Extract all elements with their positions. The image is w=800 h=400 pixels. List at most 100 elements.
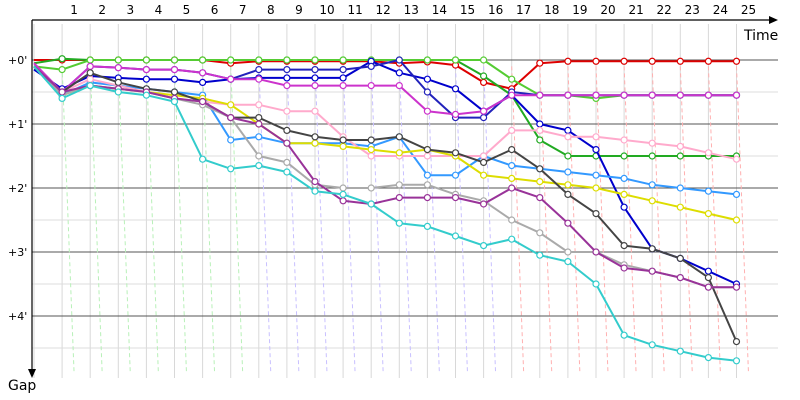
data-point bbox=[311, 107, 319, 115]
data-point bbox=[199, 97, 207, 106]
x-tick-label: 2 bbox=[98, 3, 106, 17]
data-point bbox=[255, 113, 263, 122]
data-point bbox=[480, 113, 488, 122]
data-point bbox=[311, 81, 319, 90]
series-line bbox=[33, 65, 737, 362]
guide-line bbox=[61, 66, 75, 374]
data-point bbox=[648, 267, 656, 275]
data-point bbox=[732, 338, 741, 346]
data-point bbox=[311, 133, 319, 141]
data-point bbox=[339, 81, 347, 90]
data-point bbox=[423, 107, 431, 115]
data-point bbox=[395, 149, 403, 157]
data-point bbox=[732, 155, 741, 163]
data-point bbox=[283, 65, 291, 74]
data-point bbox=[255, 152, 263, 160]
data-point bbox=[536, 194, 544, 202]
data-point bbox=[423, 146, 431, 154]
data-point bbox=[676, 254, 684, 262]
data-point bbox=[142, 75, 150, 83]
data-point bbox=[283, 81, 291, 90]
data-point bbox=[423, 222, 431, 230]
data-point bbox=[367, 152, 375, 160]
series-5 bbox=[33, 62, 741, 119]
data-point bbox=[114, 64, 122, 72]
data-point bbox=[564, 133, 572, 141]
guide-line bbox=[398, 66, 412, 374]
data-point bbox=[676, 57, 684, 65]
guide-line bbox=[511, 66, 525, 374]
data-point bbox=[283, 139, 291, 147]
data-point bbox=[480, 152, 488, 160]
data-point bbox=[648, 139, 656, 147]
data-point bbox=[423, 181, 431, 189]
data-point bbox=[367, 136, 375, 144]
series-line bbox=[33, 65, 738, 343]
data-point bbox=[508, 126, 516, 134]
data-point bbox=[704, 210, 713, 218]
data-point bbox=[255, 162, 263, 170]
data-point bbox=[423, 75, 431, 83]
x-tick-label: 3 bbox=[126, 3, 134, 17]
data-point bbox=[339, 184, 347, 192]
guide-line bbox=[651, 66, 665, 374]
data-point bbox=[395, 181, 403, 189]
data-point bbox=[395, 69, 403, 77]
data-point bbox=[480, 158, 488, 166]
data-point bbox=[227, 101, 235, 109]
guide-line bbox=[539, 66, 553, 374]
data-point bbox=[732, 190, 741, 198]
guide-line bbox=[342, 66, 356, 374]
data-point bbox=[283, 56, 291, 64]
data-point bbox=[620, 152, 628, 160]
data-point bbox=[170, 88, 179, 96]
data-point bbox=[255, 133, 263, 141]
data-point bbox=[620, 91, 628, 99]
data-point bbox=[536, 120, 544, 128]
data-point bbox=[648, 57, 656, 65]
data-point bbox=[170, 56, 179, 64]
data-point bbox=[536, 178, 544, 186]
data-point bbox=[480, 78, 488, 87]
data-point bbox=[423, 88, 431, 96]
data-point bbox=[536, 165, 544, 173]
guide-line bbox=[623, 66, 637, 374]
x-tick-label: 18 bbox=[544, 3, 559, 17]
x-tick-label: 19 bbox=[572, 3, 587, 17]
data-point bbox=[732, 91, 741, 99]
guide-line bbox=[314, 66, 328, 374]
data-point bbox=[648, 152, 656, 160]
data-point bbox=[255, 65, 263, 74]
data-point bbox=[704, 187, 713, 195]
data-point bbox=[86, 62, 94, 71]
data-point bbox=[592, 210, 600, 218]
guide-line bbox=[117, 66, 131, 374]
data-point bbox=[255, 56, 263, 64]
data-point bbox=[620, 174, 628, 182]
data-point bbox=[395, 56, 403, 64]
data-point bbox=[283, 158, 291, 166]
guide-line bbox=[145, 66, 159, 374]
series-12 bbox=[33, 65, 741, 365]
guide-line bbox=[595, 66, 609, 374]
data-point bbox=[704, 91, 713, 99]
data-point bbox=[367, 146, 375, 154]
data-point bbox=[339, 197, 347, 205]
series-3 bbox=[33, 57, 741, 288]
y-tick-label: +2' bbox=[8, 182, 27, 195]
data-point bbox=[367, 184, 375, 192]
x-tick-label: 5 bbox=[183, 3, 191, 17]
data-point bbox=[732, 216, 741, 224]
x-tick-label: 16 bbox=[488, 3, 503, 17]
data-point bbox=[536, 136, 544, 144]
data-point bbox=[564, 181, 572, 189]
data-point bbox=[564, 168, 572, 176]
data-point bbox=[311, 139, 319, 147]
y-axis-label: Gap bbox=[8, 378, 36, 394]
data-point bbox=[676, 152, 684, 160]
data-point bbox=[283, 107, 291, 115]
guide-line bbox=[202, 66, 216, 374]
x-tick-label: 1 bbox=[70, 3, 78, 17]
data-point bbox=[564, 190, 572, 198]
